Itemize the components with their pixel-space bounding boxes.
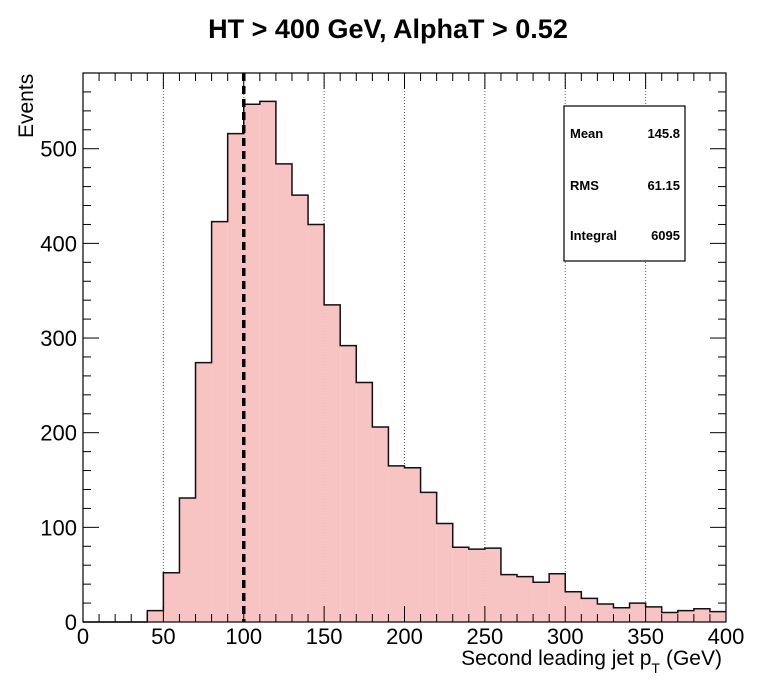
histogram-bar bbox=[163, 572, 180, 622]
x-tick-label: 200 bbox=[386, 624, 423, 649]
chart-title: HT > 400 GeV, AlphaT > 0.52 bbox=[208, 14, 568, 44]
histogram-bar bbox=[324, 304, 341, 622]
histogram-bar bbox=[340, 345, 357, 622]
histogram-bar bbox=[372, 427, 389, 622]
histogram-bar bbox=[356, 382, 373, 622]
x-tick-label: 400 bbox=[708, 624, 745, 649]
histogram-bar bbox=[468, 549, 485, 622]
x-tick-label: 100 bbox=[225, 624, 262, 649]
histogram-bar bbox=[581, 598, 598, 622]
histogram-bar bbox=[388, 465, 405, 622]
x-tick-label: 0 bbox=[77, 624, 89, 649]
histogram-bar bbox=[404, 467, 421, 622]
y-tick-label: 400 bbox=[40, 231, 77, 256]
histogram-bar bbox=[677, 610, 694, 622]
stats-value: 61.15 bbox=[647, 178, 680, 193]
histogram-bar bbox=[549, 573, 566, 622]
histogram-bar bbox=[275, 163, 292, 623]
histogram-bar bbox=[195, 362, 212, 622]
y-tick-label: 200 bbox=[40, 421, 77, 446]
histogram-bar bbox=[565, 591, 582, 622]
histogram-bar bbox=[661, 612, 678, 622]
histogram-bar bbox=[291, 195, 309, 623]
histogram-bar bbox=[147, 610, 164, 622]
histogram-bar bbox=[179, 498, 196, 622]
x-tick-label: 50 bbox=[151, 624, 175, 649]
stats-value: 145.8 bbox=[647, 126, 680, 141]
x-tick-label: 150 bbox=[306, 624, 343, 649]
stats-label: RMS bbox=[570, 178, 599, 193]
y-tick-label: 500 bbox=[40, 137, 77, 162]
histogram-bar bbox=[243, 104, 260, 622]
histogram-bar bbox=[613, 607, 630, 622]
y-axis-title: Events bbox=[15, 74, 38, 138]
histogram-outline bbox=[83, 100, 726, 623]
histogram-bar bbox=[420, 492, 437, 622]
x-axis-title: Second leading jet pT (GeV) bbox=[461, 647, 722, 676]
histogram-bar bbox=[517, 576, 534, 622]
histogram-bar bbox=[500, 574, 518, 622]
y-tick-label: 0 bbox=[65, 610, 77, 635]
histogram-bar bbox=[211, 221, 228, 622]
histogram-bar bbox=[693, 608, 710, 622]
histogram-bar bbox=[259, 101, 276, 623]
x-tick-label: 300 bbox=[547, 624, 584, 649]
histogram-bar bbox=[436, 523, 453, 622]
histogram-bar bbox=[452, 547, 469, 622]
y-tick-label: 100 bbox=[40, 515, 77, 540]
stats-label: Mean bbox=[570, 126, 603, 141]
histogram-bar bbox=[629, 603, 646, 622]
histogram-bar bbox=[533, 582, 550, 622]
stats-value: 6095 bbox=[651, 228, 680, 243]
x-tick-label: 350 bbox=[627, 624, 664, 649]
histogram-bar bbox=[597, 604, 614, 622]
x-tick-label: 250 bbox=[467, 624, 504, 649]
histogram-bar bbox=[484, 548, 501, 622]
histogram-bar bbox=[645, 606, 662, 622]
stats-box bbox=[563, 105, 686, 262]
histogram-bar bbox=[709, 611, 726, 622]
y-tick-label: 300 bbox=[40, 326, 77, 351]
histogram-bar bbox=[308, 224, 325, 622]
stats-label: Integral bbox=[570, 228, 617, 243]
histogram-bar bbox=[227, 133, 244, 622]
